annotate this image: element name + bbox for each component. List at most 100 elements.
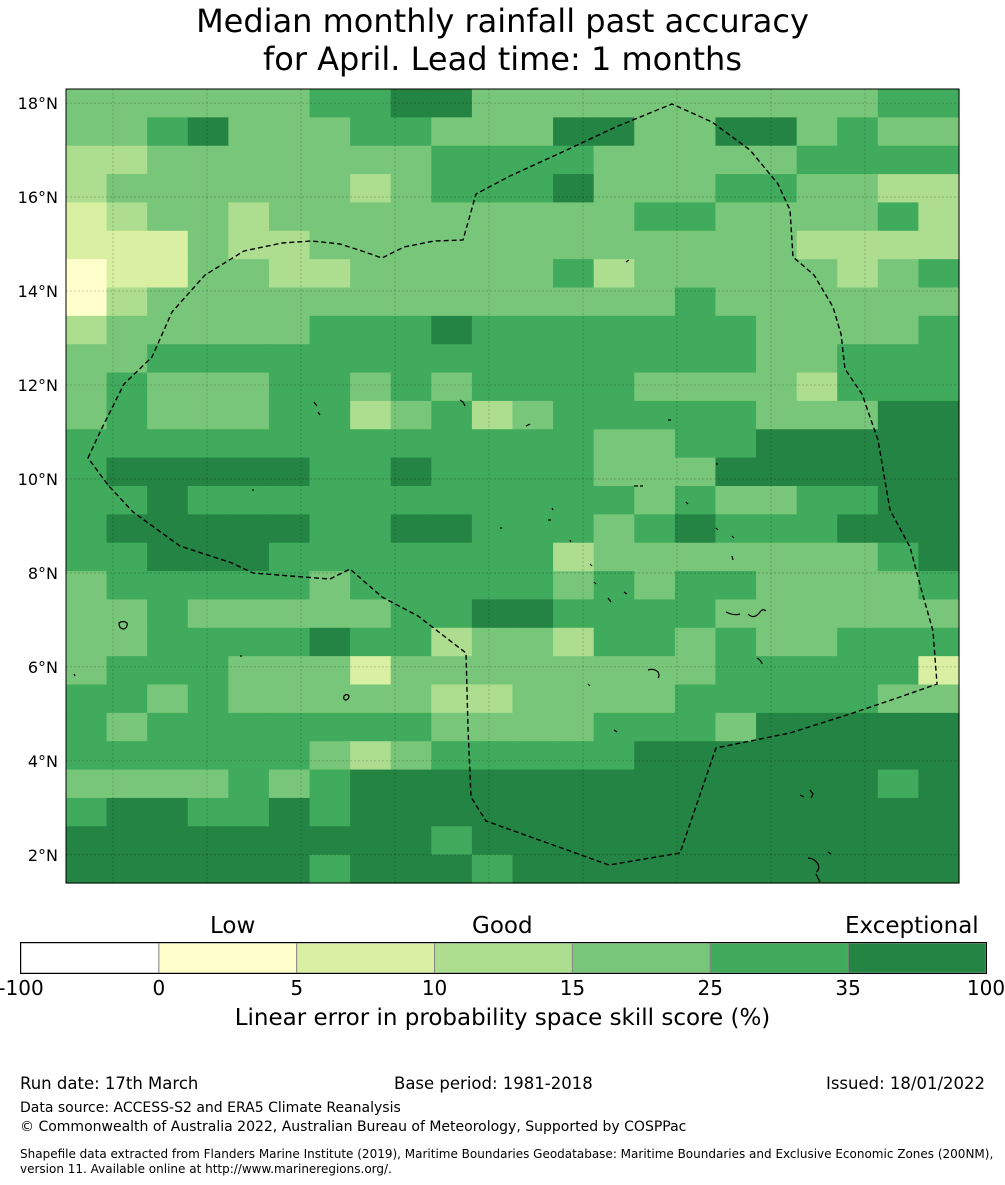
grid-cell <box>877 117 920 147</box>
grid-cell <box>268 315 311 345</box>
grid-cell <box>877 145 920 175</box>
grid-cell <box>553 230 595 260</box>
grid-cell <box>66 145 108 175</box>
grid-cell <box>674 372 717 402</box>
grid-cell <box>715 145 757 175</box>
grid-cell <box>837 571 879 601</box>
grid-cell <box>553 457 595 487</box>
grid-cell <box>228 656 270 686</box>
grid-cell <box>228 486 270 515</box>
grid-cell <box>593 429 635 459</box>
grid-cell <box>147 89 189 118</box>
grid-cell <box>674 400 717 430</box>
grid-cell <box>756 202 798 232</box>
grid-cell <box>715 854 757 884</box>
grid-cell <box>106 230 148 260</box>
grid-cell <box>918 571 960 601</box>
grid-cell <box>228 797 270 827</box>
grid-cell <box>593 826 635 856</box>
grid-cell <box>390 174 432 204</box>
colorbar-swatch <box>709 942 849 974</box>
grid-cell <box>228 741 270 771</box>
grid-cell <box>553 599 595 629</box>
grid-cell <box>756 344 798 374</box>
grid-cell <box>350 571 392 601</box>
grid-cell <box>553 400 595 430</box>
colorbar-frame <box>20 942 987 974</box>
grid-cell <box>715 797 757 827</box>
latitude-label: 6°N <box>28 658 58 677</box>
grid-cell <box>350 230 392 260</box>
colorbar-category-exceptional: Exceptional <box>845 913 979 939</box>
grid-cell <box>309 344 351 374</box>
island-atoll-g <box>525 419 719 531</box>
grid-cell <box>147 457 189 487</box>
grid-cell <box>837 202 879 232</box>
grid-cell <box>187 542 229 572</box>
grid-cell <box>309 117 351 147</box>
grid-cell <box>674 854 717 884</box>
grid-cell <box>918 145 960 175</box>
grid-cell <box>796 542 838 572</box>
grid-cell <box>268 656 311 686</box>
grid-cell <box>756 486 798 515</box>
colorbar-category-good: Good <box>472 913 533 939</box>
grid-cell <box>796 230 838 260</box>
grid-cell <box>268 854 311 884</box>
grid-cell <box>918 627 960 657</box>
title-line-1: Median monthly rainfall past accuracy <box>196 2 809 40</box>
grid-cell <box>66 400 108 430</box>
island-atoll-a <box>607 591 628 603</box>
grid-cell <box>674 315 717 345</box>
grid-cell <box>66 202 108 232</box>
grid-cell <box>512 259 554 289</box>
grid-cell <box>796 145 838 175</box>
grid-cell <box>147 202 189 232</box>
grid-cell <box>553 514 595 544</box>
grid-cell <box>512 89 554 118</box>
grid-cell <box>512 571 554 601</box>
grid-cell <box>471 457 514 487</box>
grid-cell <box>187 769 229 799</box>
latitude-label: 8°N <box>28 564 58 583</box>
grid-cell <box>918 174 960 204</box>
grid-cell <box>228 117 270 147</box>
grid-cell <box>390 656 432 686</box>
grid-cell <box>918 684 960 714</box>
grid-cell <box>471 712 514 742</box>
grid-cell <box>228 287 270 317</box>
grid-cell <box>309 89 351 118</box>
grid-cell <box>837 486 879 515</box>
grid-cell <box>877 315 920 345</box>
latitude-label: 18°N <box>18 94 58 113</box>
grid-cell <box>837 145 879 175</box>
grid-cell <box>147 826 189 856</box>
grid-cell <box>837 684 879 714</box>
grid-cell <box>512 797 554 827</box>
grid-cell <box>634 599 676 629</box>
grid-cell <box>918 599 960 629</box>
grid-cell <box>715 769 757 799</box>
grid-cell <box>837 259 879 289</box>
grid-cell <box>512 315 554 345</box>
grid-cell <box>187 571 229 601</box>
grid-cell <box>756 684 798 714</box>
grid-cell <box>431 854 473 884</box>
grid-cell <box>228 315 270 345</box>
grid-cell <box>877 400 920 430</box>
grid-cell <box>877 712 920 742</box>
grid-cell <box>471 202 514 232</box>
grid-cell <box>918 656 960 686</box>
grid-cell <box>918 797 960 827</box>
grid-cell <box>674 145 717 175</box>
grid-cell <box>918 514 960 544</box>
grid-cell <box>187 174 229 204</box>
grid-cell <box>66 89 108 118</box>
grid-cell <box>471 656 514 686</box>
grid-cell <box>147 372 189 402</box>
grid-cell <box>918 429 960 459</box>
map-title: Median monthly rainfall past accuracy fo… <box>0 2 1005 78</box>
grid-cell <box>66 769 108 799</box>
grid-cell <box>390 457 432 487</box>
colorbar-tick-label: 10 <box>421 976 448 1000</box>
